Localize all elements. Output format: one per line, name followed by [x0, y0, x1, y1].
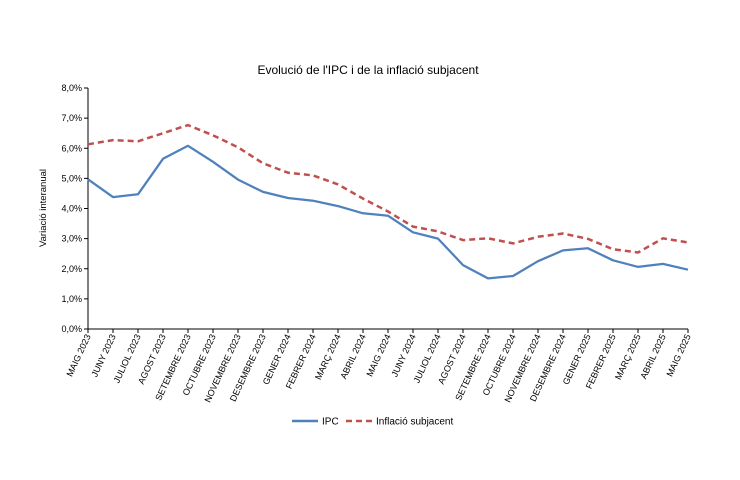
y-tick-label: 0,0% — [61, 324, 82, 334]
x-tick-label: JUNY 2023 — [89, 333, 117, 379]
y-tick-label: 4,0% — [61, 204, 82, 214]
y-axis-label: Variació interanual — [38, 169, 49, 247]
x-tick-label: JUNY 2024 — [389, 333, 417, 379]
x-tick-label: ABRIL 2025 — [638, 333, 667, 381]
legend-label: Inflació subjacent — [376, 417, 453, 428]
x-tick-label: MAIG 2023 — [65, 333, 93, 378]
x-tick-label: MARÇ 2025 — [613, 333, 643, 382]
x-tick-label: MAIG 2025 — [665, 333, 693, 378]
series-layer — [87, 123, 689, 280]
y-tick-label: 1,0% — [61, 294, 82, 304]
x-tick-label: ABRIL 2024 — [338, 333, 367, 381]
y-axis-ticks: 0,0% 1,0% 2,0% 3,0% 4,0% 5,0% 6,0% 7,0% 8,0% — [61, 83, 88, 334]
y-tick-label: 2,0% — [61, 264, 82, 274]
series-line-inflaci-subjacent — [87, 123, 689, 254]
series-line-ipc — [87, 144, 689, 280]
y-tick-label: 5,0% — [61, 173, 82, 183]
x-tick-label: MARÇ 2024 — [313, 333, 343, 382]
y-tick-label: 7,0% — [61, 113, 82, 123]
chart-title: Evolució de l'IPC i de la inflació subja… — [257, 63, 479, 77]
legend: IPC Inflació subjacent — [292, 417, 453, 428]
legend-label: IPC — [322, 417, 339, 428]
axes — [87, 88, 688, 330]
y-tick-label: 3,0% — [61, 234, 82, 244]
x-tick-label: MAIG 2024 — [365, 333, 393, 378]
y-tick-label: 8,0% — [61, 83, 82, 93]
y-tick-label: 6,0% — [61, 143, 82, 153]
